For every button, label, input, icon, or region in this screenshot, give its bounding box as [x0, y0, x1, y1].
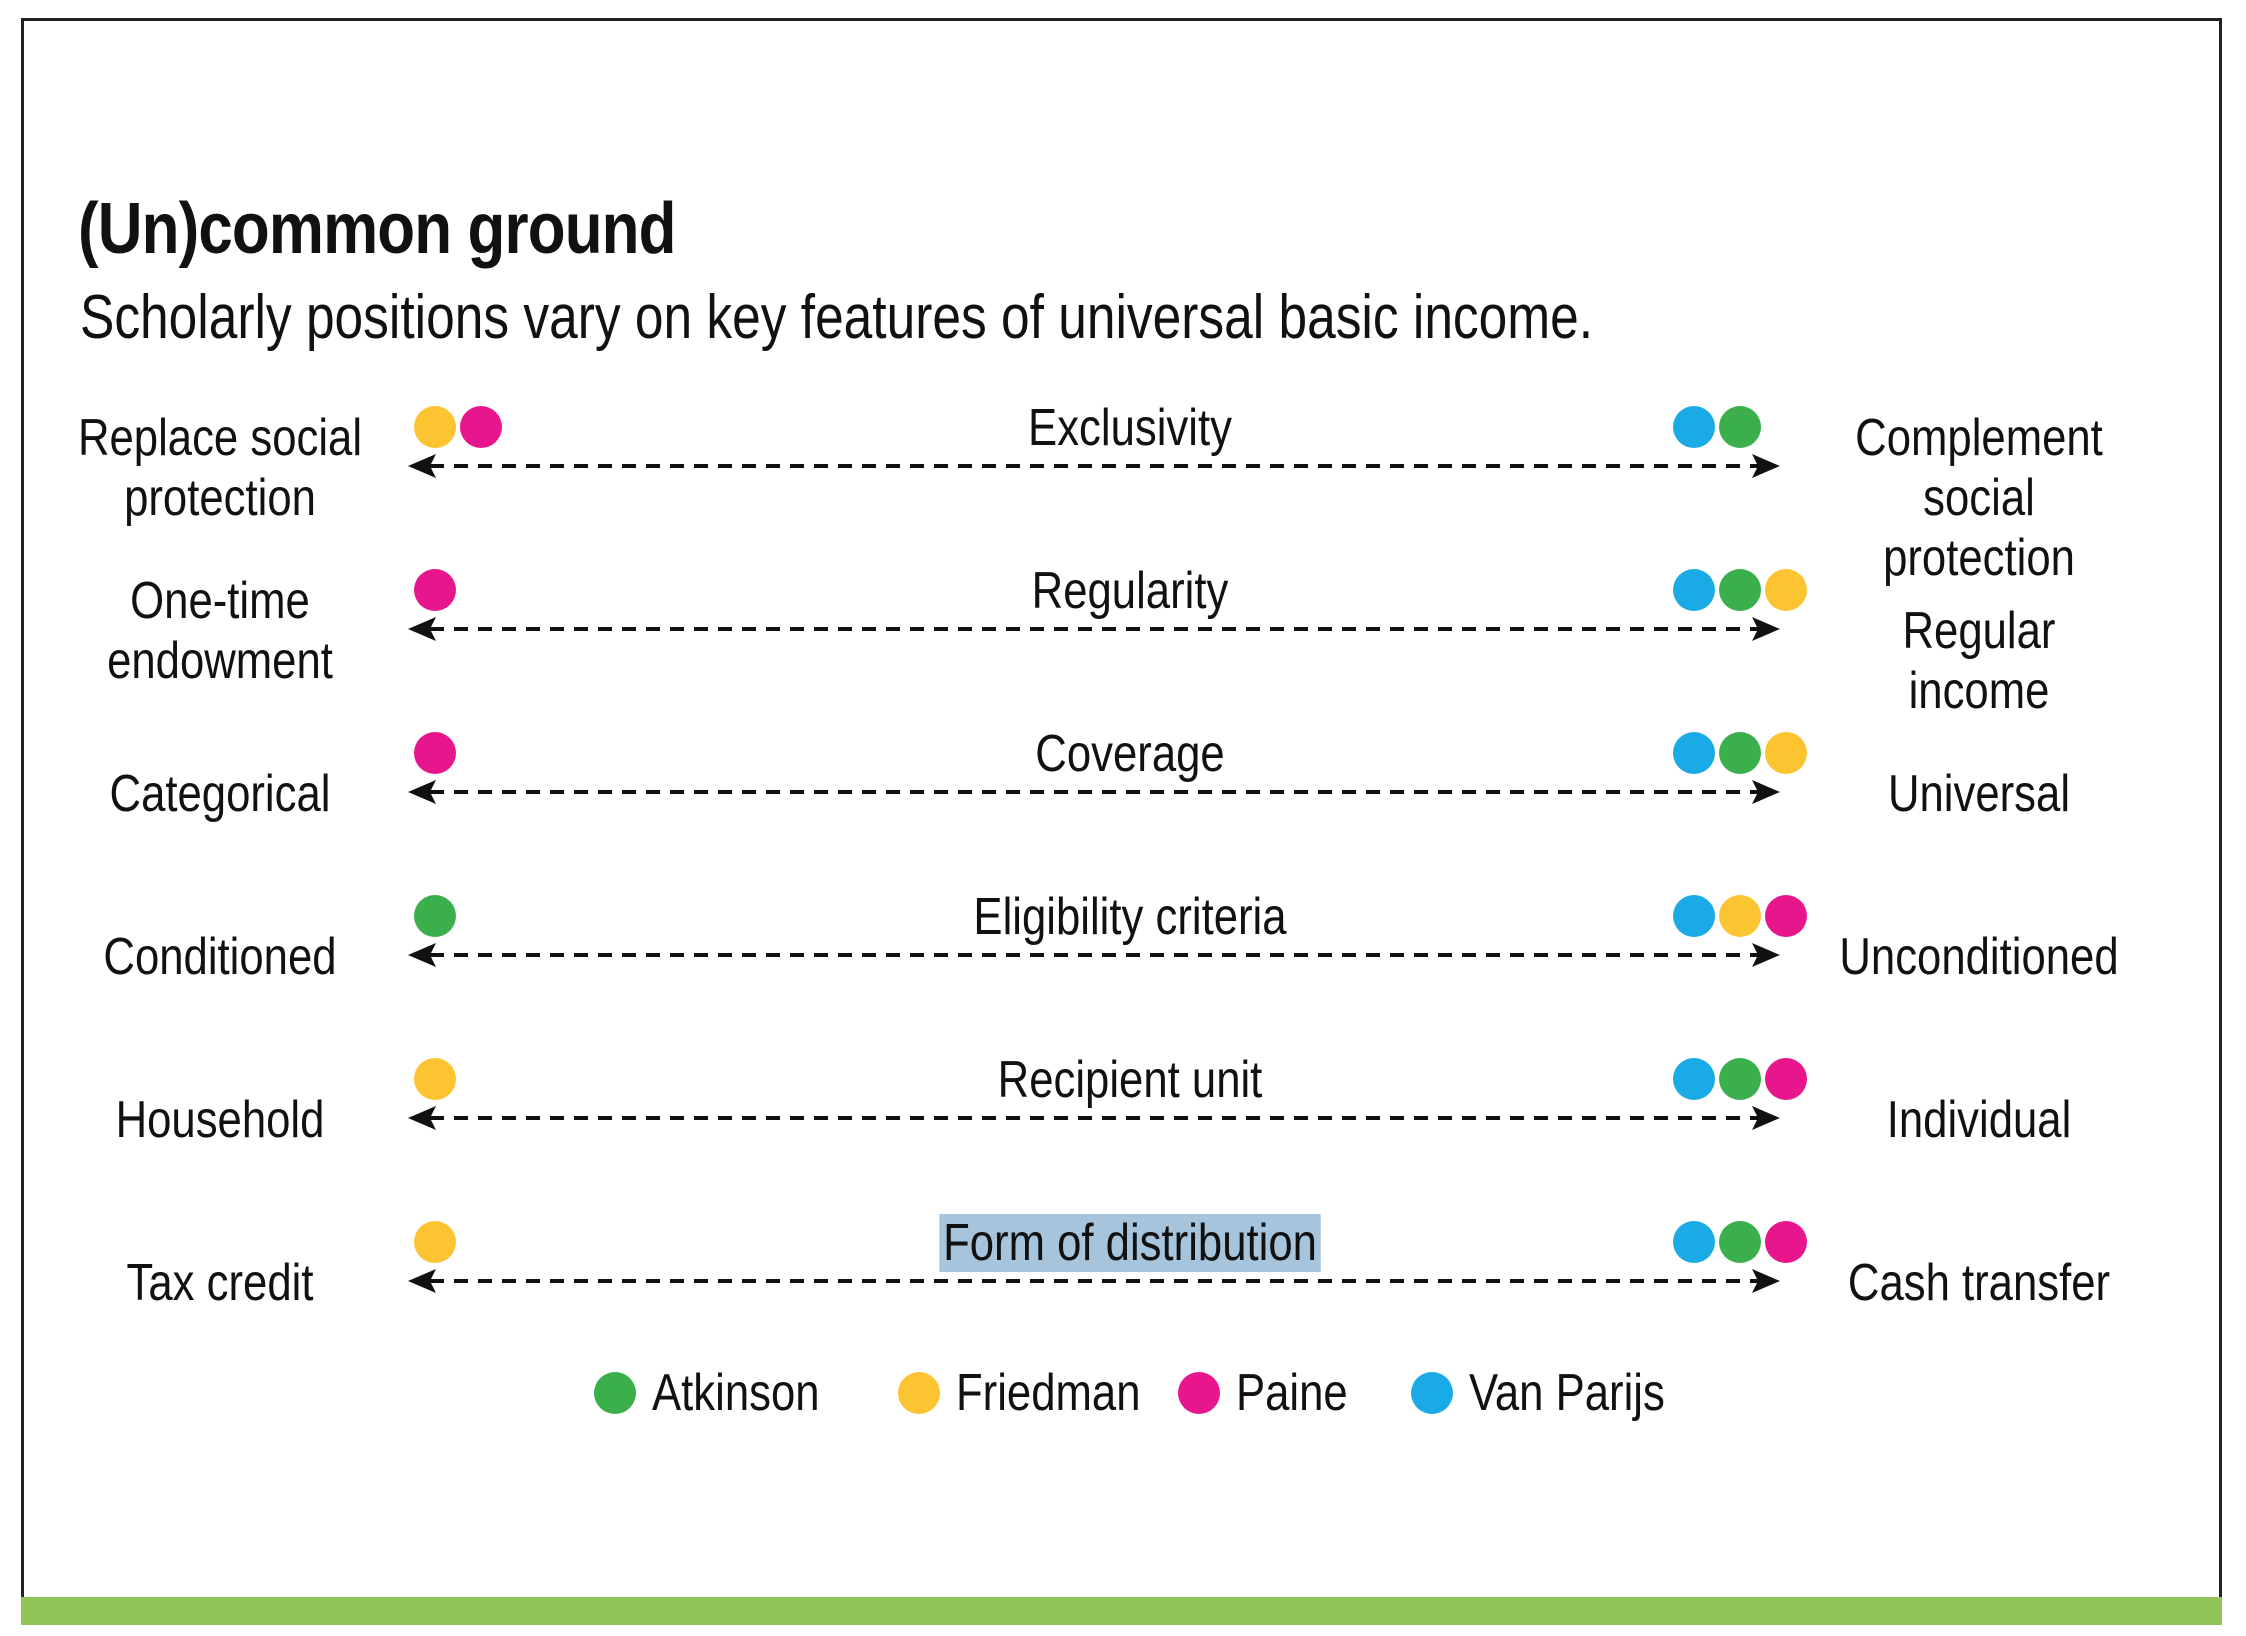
right-pole-label: Unconditioned: [1839, 928, 2119, 986]
legend-label: Paine: [1236, 1364, 1348, 1422]
right-pole-label: Cash transfer: [1847, 1254, 2111, 1312]
left-pole-label: Replace social protection: [77, 409, 363, 527]
scholar-dot-van-parijs: [1673, 406, 1715, 448]
legend-swatch: [594, 1372, 636, 1414]
scholar-dot-friedman: [1719, 895, 1761, 937]
left-scholar-dots: [414, 732, 460, 774]
dimension-title: Exclusivity: [937, 398, 1323, 458]
right-arrowhead-icon: [1752, 943, 1780, 967]
right-arrowhead-icon: [1752, 780, 1780, 804]
right-arrowhead-icon: [1752, 454, 1780, 478]
dimension-title: Form of distribution: [937, 1213, 1323, 1273]
left-pole-label: One-time endowment: [107, 572, 333, 690]
scholar-dot-atkinson: [414, 895, 456, 937]
row-form-of-distribution: Tax credit Cash transfer Form of distribut…: [0, 1213, 2246, 1373]
dimension-title: Regularity: [937, 561, 1323, 621]
scholar-dot-friedman: [414, 406, 456, 448]
figure-subtitle: Scholarly positions vary on key features…: [80, 283, 1594, 352]
right-arrowhead-icon: [1752, 1269, 1780, 1293]
spectrum-arrow: [408, 617, 1780, 641]
right-arrowhead-icon: [1752, 1106, 1780, 1130]
spectrum-arrow: [408, 1269, 1780, 1293]
scholar-dot-van-parijs: [1673, 1221, 1715, 1263]
dimension-title-text: Eligibility criteria: [973, 888, 1287, 946]
right-scholar-dots: [1673, 569, 1811, 611]
scholar-dot-friedman: [414, 1221, 456, 1263]
scholar-dot-atkinson: [1719, 569, 1761, 611]
scholar-dot-van-parijs: [1673, 895, 1715, 937]
scholar-dot-paine: [1765, 1221, 1807, 1263]
figure-title: (Un)common ground: [78, 189, 676, 269]
legend-label: Friedman: [956, 1364, 1141, 1422]
left-pole-label: Household: [115, 1091, 325, 1149]
left-scholar-dots: [414, 1221, 460, 1263]
right-pole-label: Complement social protection: [1855, 409, 2103, 587]
scholar-dot-van-parijs: [1673, 569, 1715, 611]
scholar-dot-paine: [1765, 895, 1807, 937]
scholar-dot-paine: [460, 406, 502, 448]
spectrum-arrow: [408, 454, 1780, 478]
legend-swatch: [1411, 1372, 1453, 1414]
scholar-dot-atkinson: [1719, 1221, 1761, 1263]
footer-accent-bar: [21, 1597, 2222, 1625]
row-eligibility-criteria: Conditioned Unconditioned Eligibility crit…: [0, 887, 2246, 1047]
legend-swatch: [898, 1372, 940, 1414]
scholar-dot-van-parijs: [1673, 1058, 1715, 1100]
scholar-dot-paine: [414, 732, 456, 774]
right-pole-label: Regular income: [1902, 602, 2056, 720]
row-coverage: Categorical Universal Coverage: [0, 724, 2246, 884]
left-arrowhead-icon: [408, 1106, 436, 1130]
scholar-dot-paine: [414, 569, 456, 611]
scholar-dot-atkinson: [1719, 406, 1761, 448]
spectrum-arrow: [408, 943, 1780, 967]
dimension-title-text: Coverage: [1035, 725, 1225, 783]
row-recipient-unit: Household Individual Recipient unit: [0, 1050, 2246, 1210]
right-scholar-dots: [1673, 1221, 1811, 1263]
right-pole-label: Universal: [1887, 765, 2071, 823]
left-arrowhead-icon: [408, 454, 436, 478]
dimension-title-text: Regularity: [1031, 562, 1229, 620]
left-pole-label: Tax credit: [126, 1254, 314, 1312]
right-scholar-dots: [1673, 732, 1811, 774]
dimension-title: Eligibility criteria: [937, 887, 1323, 947]
legend-swatch: [1178, 1372, 1220, 1414]
left-scholar-dots: [414, 406, 506, 448]
right-scholar-dots: [1673, 406, 1765, 448]
scholar-dot-friedman: [1765, 569, 1807, 611]
scholar-dot-atkinson: [1719, 1058, 1761, 1100]
left-arrowhead-icon: [408, 780, 436, 804]
left-arrowhead-icon: [408, 617, 436, 641]
left-pole-label: Conditioned: [103, 928, 337, 986]
right-pole-label: Individual: [1886, 1091, 2072, 1149]
row-exclusivity: Replace social protection Complement soci…: [0, 398, 2246, 587]
dimension-title-text: Recipient unit: [997, 1051, 1263, 1109]
left-arrowhead-icon: [408, 1269, 436, 1293]
left-scholar-dots: [414, 895, 460, 937]
scholar-dot-atkinson: [1719, 732, 1761, 774]
dimension-title-text: Exclusivity: [1028, 399, 1232, 457]
scholar-dot-friedman: [1765, 732, 1807, 774]
scholar-dot-van-parijs: [1673, 732, 1715, 774]
legend-label: Atkinson: [652, 1364, 820, 1422]
left-pole-label: Categorical: [109, 765, 331, 823]
left-scholar-dots: [414, 1058, 460, 1100]
scholar-dot-friedman: [414, 1058, 456, 1100]
spectrum-arrow: [408, 1106, 1780, 1130]
scholar-dot-paine: [1765, 1058, 1807, 1100]
left-arrowhead-icon: [408, 943, 436, 967]
dimension-title: Coverage: [937, 724, 1323, 784]
legend-label: Van Parijs: [1469, 1364, 1665, 1422]
legend: Atkinson Friedman Paine Van Parijs: [0, 1358, 2246, 1428]
row-regularity: One-time endowment Regular income Regulari…: [0, 561, 2246, 721]
right-scholar-dots: [1673, 1058, 1811, 1100]
spectrum-arrow: [408, 780, 1780, 804]
left-scholar-dots: [414, 569, 460, 611]
dimension-title: Recipient unit: [937, 1050, 1323, 1110]
dimension-title-text: Form of distribution: [939, 1214, 1321, 1272]
figure-frame: [21, 18, 2222, 1623]
right-scholar-dots: [1673, 895, 1811, 937]
right-arrowhead-icon: [1752, 617, 1780, 641]
